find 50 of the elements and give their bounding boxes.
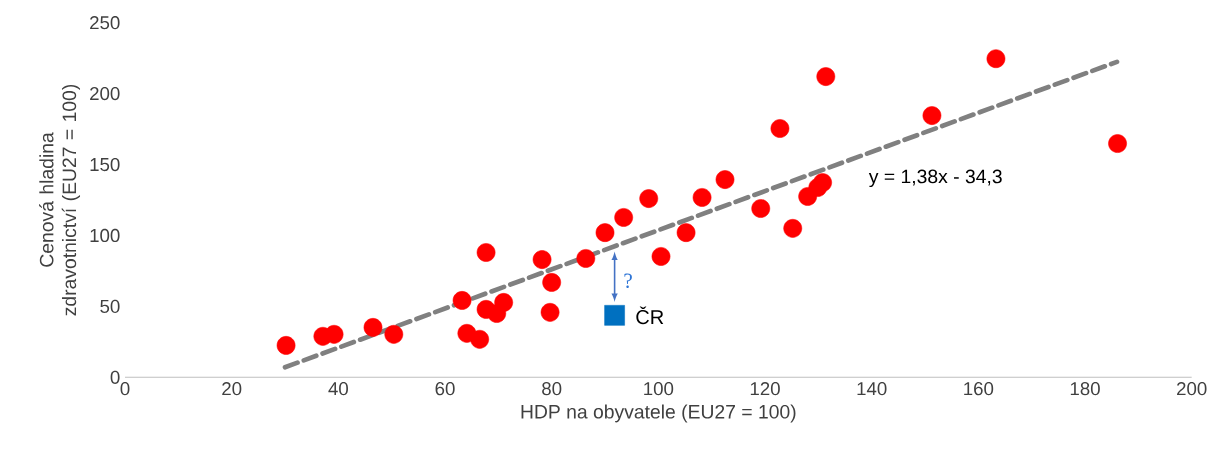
x-tick-label: 200 [1177, 381, 1207, 396]
point [614, 207, 634, 227]
point [986, 49, 1006, 68]
point [922, 106, 942, 125]
point [540, 302, 560, 322]
x-tick-label: 180 [1070, 381, 1100, 396]
y-tick-label: 250 [90, 15, 120, 30]
point [363, 317, 383, 337]
y-tick-label: 50 [100, 299, 120, 313]
y-axis-title: Cenová hladina zdravotnictví (EU27 = 100) [39, 84, 81, 316]
point [452, 290, 472, 310]
x-axis-title: HDP na obyvatele (EU27 = 100) [521, 404, 796, 423]
y-tick-label: 150 [90, 157, 120, 171]
point [542, 272, 562, 292]
point [639, 189, 659, 208]
point [384, 324, 404, 344]
y-tick-label: 100 [90, 228, 120, 242]
x-tick-label: 60 [435, 381, 455, 396]
x-tick-label: 160 [964, 381, 994, 396]
point [470, 329, 490, 349]
annotation: ? [624, 273, 632, 288]
point [770, 119, 790, 138]
point [715, 170, 735, 189]
point [816, 67, 836, 86]
point [576, 248, 596, 268]
x-tick-label: 20 [222, 381, 242, 396]
point [651, 246, 671, 266]
point [692, 187, 712, 207]
point [276, 335, 296, 355]
x-tick-label: 120 [750, 381, 780, 396]
point [476, 243, 496, 262]
x-tick-label: 140 [857, 381, 887, 396]
point [532, 250, 552, 269]
x-tick-label: 80 [542, 381, 562, 396]
point [813, 173, 832, 192]
point [604, 304, 625, 326]
point [783, 218, 803, 238]
point [494, 292, 514, 312]
point [595, 223, 615, 242]
point [751, 199, 771, 218]
series-label: ČR [636, 306, 664, 325]
point [1108, 134, 1127, 153]
y-tick-label: 0 [110, 370, 120, 384]
annotation: y = 1,38x - 34,3 [868, 169, 1002, 187]
x-tick-label: 100 [644, 381, 674, 396]
x-tick-label: 40 [328, 381, 348, 396]
x-tick-label: 0 [120, 381, 130, 396]
y-tick-label: 200 [90, 86, 120, 101]
point [324, 324, 344, 344]
point [676, 223, 696, 242]
